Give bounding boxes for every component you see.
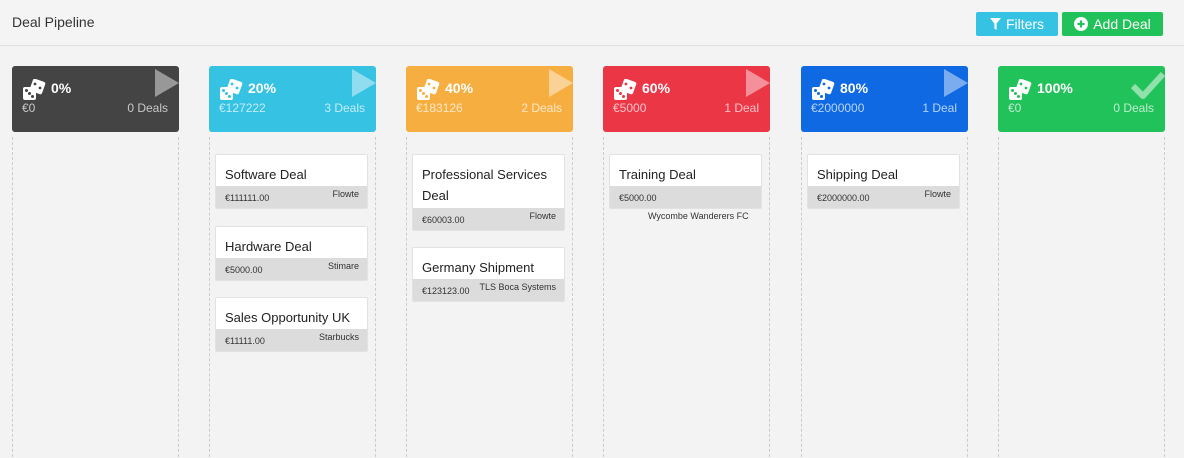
deal-title: Software Deal <box>225 167 307 182</box>
filter-icon <box>989 18 1001 30</box>
stage-deal-count: 0 Deals <box>127 101 168 115</box>
deal-footer: €5000.00 Stimare <box>216 258 367 280</box>
stage-column-1: 20% €127222 3 Deals Software Deal €11111… <box>209 66 376 458</box>
stage-drop-area[interactable]: Software Deal €111111.00 Flowte Hardware… <box>209 137 376 458</box>
deal-footer: €123123.00 TLS Boca Systems <box>413 279 564 301</box>
stage-percent: 0% <box>51 80 72 96</box>
deal-title: Training Deal <box>619 167 696 182</box>
deal-company: Flowte <box>529 211 556 221</box>
stage-drop-area[interactable]: Shipping Deal €2000000.00 Flowte <box>801 137 968 458</box>
deal-footer: €111111.00 Flowte <box>216 186 367 208</box>
stage-amount: €2000000 <box>811 101 865 115</box>
stage-amount: €0 <box>22 101 36 115</box>
dice-icon <box>1009 79 1032 100</box>
check-icon <box>1131 71 1165 99</box>
pipeline-board: 0% €0 0 Deals 20% €127222 3 Deals Softwa… <box>0 66 1184 458</box>
deal-value: €11111.00 <box>225 336 265 346</box>
deal-card[interactable]: Shipping Deal €2000000.00 Flowte <box>807 154 960 209</box>
deal-title: Professional Services Deal <box>422 167 547 203</box>
deal-card[interactable]: Software Deal €111111.00 Flowte <box>215 154 368 209</box>
stage-deal-count: 1 Deal <box>724 101 759 115</box>
stage-header[interactable]: 40% €183126 2 Deals <box>406 66 573 132</box>
stage-drop-area[interactable]: Professional Services Deal €60003.00 Flo… <box>406 137 573 458</box>
deal-company: TLS Boca Systems <box>479 282 556 292</box>
deal-company: Starbucks <box>318 332 359 342</box>
dice-icon <box>23 79 46 100</box>
stage-column-3: 60% €5000 1 Deal Training Deal €5000.00 … <box>603 66 770 458</box>
stage-deal-count: 3 Deals <box>324 101 365 115</box>
stage-amount: €5000 <box>613 101 647 115</box>
stage-column-4: 80% €2000000 1 Deal Shipping Deal €20000… <box>801 66 968 458</box>
deal-card[interactable]: Professional Services Deal €60003.00 Flo… <box>412 154 565 231</box>
stage-percent: 100% <box>1037 80 1073 96</box>
stage-drop-area[interactable]: Training Deal €5000.00 Wycombe Wanderers… <box>603 137 770 458</box>
play-arrow-icon <box>944 69 968 97</box>
dice-icon <box>614 79 637 100</box>
stage-column-5: 100% €0 0 Deals <box>998 66 1165 458</box>
play-arrow-icon <box>352 69 376 97</box>
deal-value: €5000.00 <box>619 193 657 203</box>
dice-icon <box>812 79 835 100</box>
deal-company: Flowte <box>924 189 951 199</box>
deal-company: Wycombe Wanderers FC <box>648 211 749 221</box>
deal-card[interactable]: Hardware Deal €5000.00 Stimare <box>215 226 368 281</box>
stage-percent: 80% <box>840 80 869 96</box>
stage-amount: €183126 <box>416 101 463 115</box>
stage-column-0: 0% €0 0 Deals <box>12 66 179 458</box>
deal-value: €5000.00 <box>225 265 263 275</box>
deal-company: Flowte <box>332 189 359 199</box>
deal-value: €2000000.00 <box>817 193 870 203</box>
add-deal-button-label: Add Deal <box>1093 16 1151 32</box>
play-arrow-icon <box>549 69 573 97</box>
add-deal-button[interactable]: Add Deal <box>1062 12 1163 36</box>
deal-footer: €2000000.00 Flowte <box>808 186 959 208</box>
deal-title: Hardware Deal <box>225 239 312 254</box>
deal-value: €60003.00 <box>422 215 465 225</box>
stage-deal-count: 2 Deals <box>521 101 562 115</box>
page-title: Deal Pipeline <box>12 14 95 30</box>
dice-icon <box>417 79 440 100</box>
deal-footer: €5000.00 <box>610 186 761 208</box>
stage-percent: 20% <box>248 80 277 96</box>
stage-header[interactable]: 0% €0 0 Deals <box>12 66 179 132</box>
stage-amount: €0 <box>1008 101 1022 115</box>
deal-card[interactable]: Germany Shipment €123123.00 TLS Boca Sys… <box>412 247 565 302</box>
stage-percent: 40% <box>445 80 474 96</box>
dice-icon <box>220 79 243 100</box>
deal-title: Germany Shipment <box>422 260 534 275</box>
top-bar: Deal Pipeline Filters Add Deal <box>0 0 1184 46</box>
filters-button-label: Filters <box>1005 16 1045 32</box>
stage-header[interactable]: 80% €2000000 1 Deal <box>801 66 968 132</box>
stage-header[interactable]: 20% €127222 3 Deals <box>209 66 376 132</box>
deal-value: €111111.00 <box>225 193 270 203</box>
filters-button[interactable]: Filters <box>976 12 1058 36</box>
plus-circle-icon <box>1074 17 1089 31</box>
stage-deal-count: 0 Deals <box>1113 101 1154 115</box>
stage-percent: 60% <box>642 80 671 96</box>
deal-company: Stimare <box>327 261 359 271</box>
stage-drop-area[interactable] <box>12 137 179 458</box>
play-arrow-icon <box>155 69 179 97</box>
stage-column-2: 40% €183126 2 Deals Professional Service… <box>406 66 573 458</box>
deal-value: €123123.00 <box>422 286 470 296</box>
stage-drop-area[interactable] <box>998 137 1165 458</box>
stage-header[interactable]: 60% €5000 1 Deal <box>603 66 770 132</box>
stage-deal-count: 1 Deal <box>922 101 957 115</box>
deal-footer: €60003.00 Flowte <box>413 208 564 230</box>
deal-footer: €11111.00 Starbucks <box>216 329 367 351</box>
deal-title: Shipping Deal <box>817 167 898 182</box>
stage-header[interactable]: 100% €0 0 Deals <box>998 66 1165 132</box>
deal-card[interactable]: Sales Opportunity UK €11111.00 Starbucks <box>215 297 368 352</box>
play-arrow-icon <box>746 69 770 97</box>
deal-card[interactable]: Training Deal €5000.00 <box>609 154 762 209</box>
deal-title: Sales Opportunity UK <box>225 310 351 325</box>
stage-amount: €127222 <box>219 101 266 115</box>
